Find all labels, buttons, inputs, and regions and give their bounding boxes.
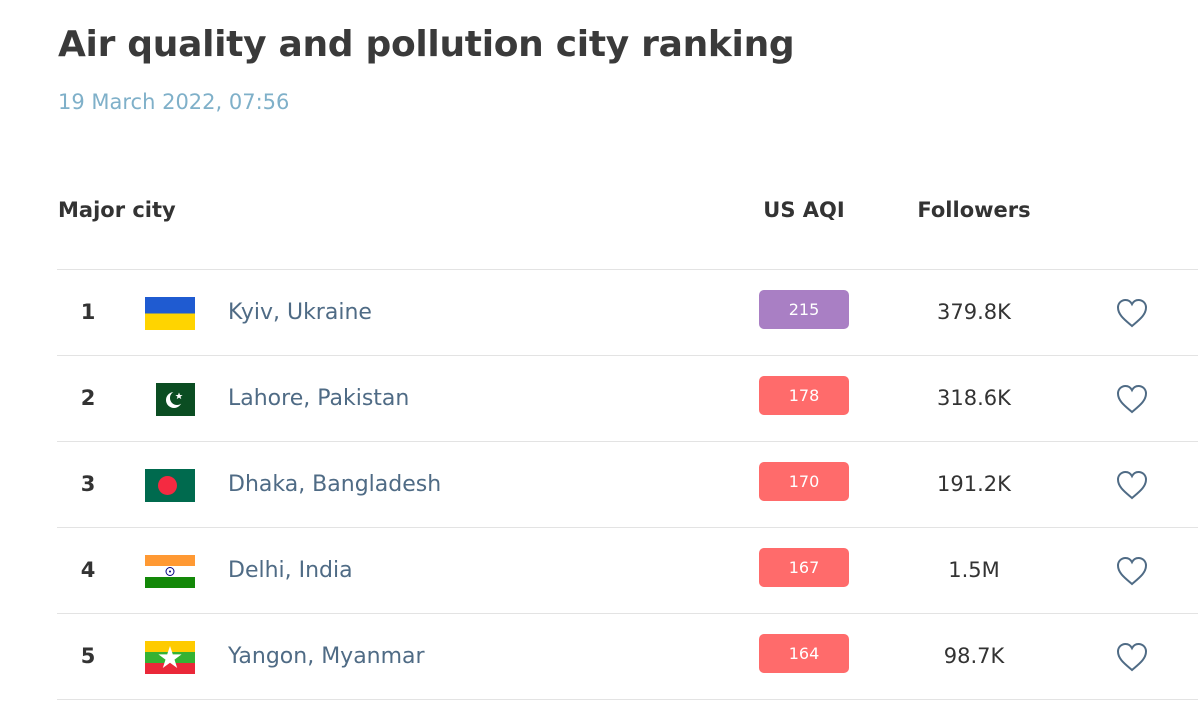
aqi-badge: 170 — [759, 462, 849, 501]
rank-number: 1 — [80, 300, 96, 324]
city-link[interactable]: Dhaka, Bangladesh — [228, 472, 442, 497]
column-header-followers[interactable]: Followers — [917, 198, 1031, 222]
aqi-badge: 215 — [759, 290, 849, 329]
table-row[interactable]: 3 Dhaka, Bangladesh 170 191.2K — [57, 442, 1198, 528]
heart-icon[interactable] — [1115, 383, 1149, 415]
heart-icon[interactable] — [1115, 641, 1149, 673]
aqi-badge: 167 — [759, 548, 849, 587]
bangladesh-flag-icon — [145, 469, 195, 502]
column-header-aqi[interactable]: US AQI — [763, 198, 845, 222]
rank-number: 2 — [80, 386, 96, 410]
aqi-badge: 164 — [759, 634, 849, 673]
ranking-table: 1 Kyiv, Ukraine 215 379.8K 2 — [57, 269, 1198, 700]
followers-count: 1.5M — [948, 558, 1000, 582]
table-row[interactable]: 1 Kyiv, Ukraine 215 379.8K — [57, 270, 1198, 356]
page-date: 19 March 2022, 07:56 — [58, 90, 290, 114]
city-link[interactable]: Lahore, Pakistan — [228, 386, 410, 411]
heart-icon[interactable] — [1115, 297, 1149, 329]
followers-count: 379.8K — [937, 300, 1011, 324]
rank-number: 3 — [80, 472, 96, 496]
table-row[interactable]: 2 Lahore, Pakistan 178 318.6K — [57, 356, 1198, 442]
aqi-badge: 178 — [759, 376, 849, 415]
heart-icon[interactable] — [1115, 555, 1149, 587]
table-row[interactable]: 5 Yangon, Myanmar 164 98.7K — [57, 614, 1198, 700]
column-header-city: Major city — [58, 198, 176, 222]
followers-count: 318.6K — [937, 386, 1011, 410]
city-link[interactable]: Delhi, India — [228, 558, 353, 583]
followers-count: 98.7K — [943, 644, 1005, 668]
table-row[interactable]: 4 Delhi, India 167 1.5M — [57, 528, 1198, 614]
india-flag-icon — [145, 555, 195, 588]
page-title: Air quality and pollution city ranking — [58, 24, 795, 65]
table-header: Major city US AQI Followers — [0, 190, 1198, 230]
rank-number: 4 — [80, 558, 96, 582]
rank-number: 5 — [80, 644, 96, 668]
ukraine-flag-icon — [145, 297, 195, 330]
myanmar-flag-icon — [145, 641, 195, 674]
city-link[interactable]: Yangon, Myanmar — [228, 644, 425, 669]
heart-icon[interactable] — [1115, 469, 1149, 501]
city-link[interactable]: Kyiv, Ukraine — [228, 300, 372, 325]
followers-count: 191.2K — [937, 472, 1011, 496]
pakistan-flag-icon — [145, 383, 195, 416]
